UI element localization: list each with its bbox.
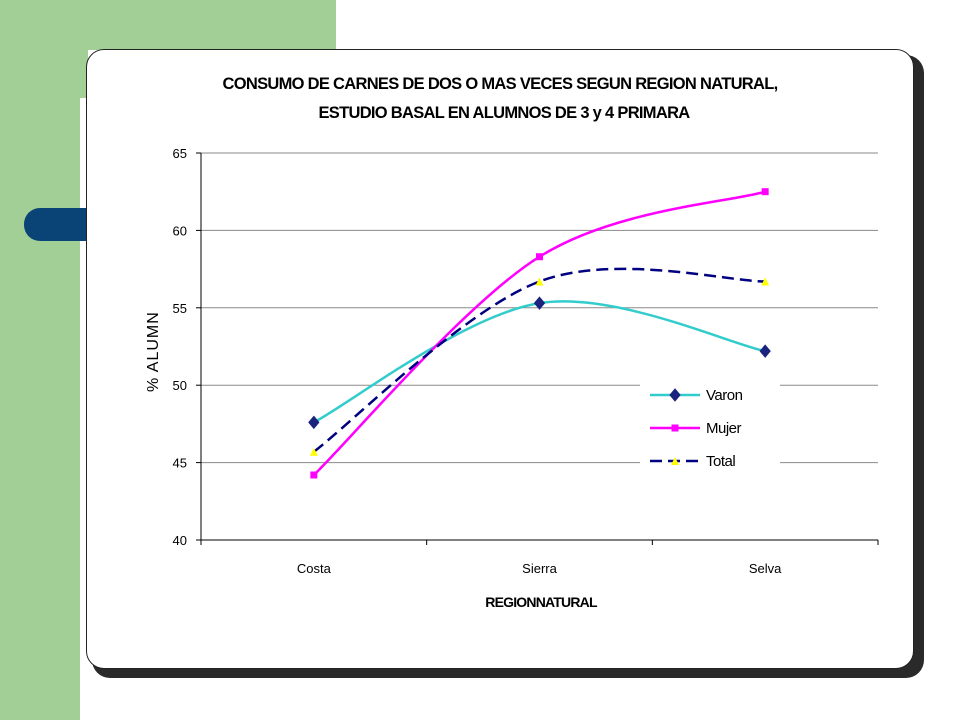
data-point-total <box>535 277 544 286</box>
data-point-total <box>309 447 318 456</box>
green-accent-strip <box>80 50 88 98</box>
data-point-varon <box>308 415 320 430</box>
x-axis-title: REGIONNATURAL <box>485 594 598 610</box>
legend-box <box>640 375 780 477</box>
y-axis-title: % ALUMN <box>145 311 162 392</box>
legend-label-total: Total <box>706 453 735 470</box>
chart-legend: Varon Mujer Total <box>640 375 780 477</box>
gridlines <box>196 152 879 545</box>
x-tick-label: Costa <box>297 561 332 576</box>
y-tick-label: 50 <box>173 378 187 393</box>
legend-marker-varon <box>669 388 681 402</box>
x-tick-label: Sierra <box>522 561 557 576</box>
data-point-total <box>761 277 770 286</box>
x-tick-label: Selva <box>749 561 782 576</box>
legend-marker-total <box>671 457 679 465</box>
legend-marker-mujer <box>671 424 679 432</box>
y-tick-label: 55 <box>173 301 187 316</box>
data-point-varon <box>533 296 546 310</box>
data-point-mujer <box>536 253 543 261</box>
axes <box>200 153 878 541</box>
top-green-band <box>80 0 336 50</box>
data-point-varon <box>759 344 771 358</box>
series-markers <box>308 188 771 479</box>
chart-card <box>86 49 914 669</box>
legend-label-varon: Varon <box>706 387 743 404</box>
left-green-band <box>0 0 80 720</box>
legend-label-mujer: Mujer <box>706 420 742 437</box>
chart-title-line1: CONSUMO DE CARNES DE DOS O MAS VECES SEG… <box>223 75 778 93</box>
data-point-mujer <box>310 471 318 479</box>
x-tick-labels: Costa Sierra Selva <box>297 561 782 576</box>
chart-title-line2: ESTUDIO BASAL EN ALUMNOS DE 3 y 4 PRIMAR… <box>318 104 690 122</box>
data-point-mujer <box>761 188 769 196</box>
y-tick-label: 60 <box>173 223 187 238</box>
y-tick-label: 65 <box>173 146 187 161</box>
y-tick-labels: 40 45 50 55 60 65 <box>173 146 187 548</box>
y-tick-label: 40 <box>173 533 187 548</box>
y-tick-label: 45 <box>173 456 187 471</box>
series-line-total <box>313 267 766 453</box>
